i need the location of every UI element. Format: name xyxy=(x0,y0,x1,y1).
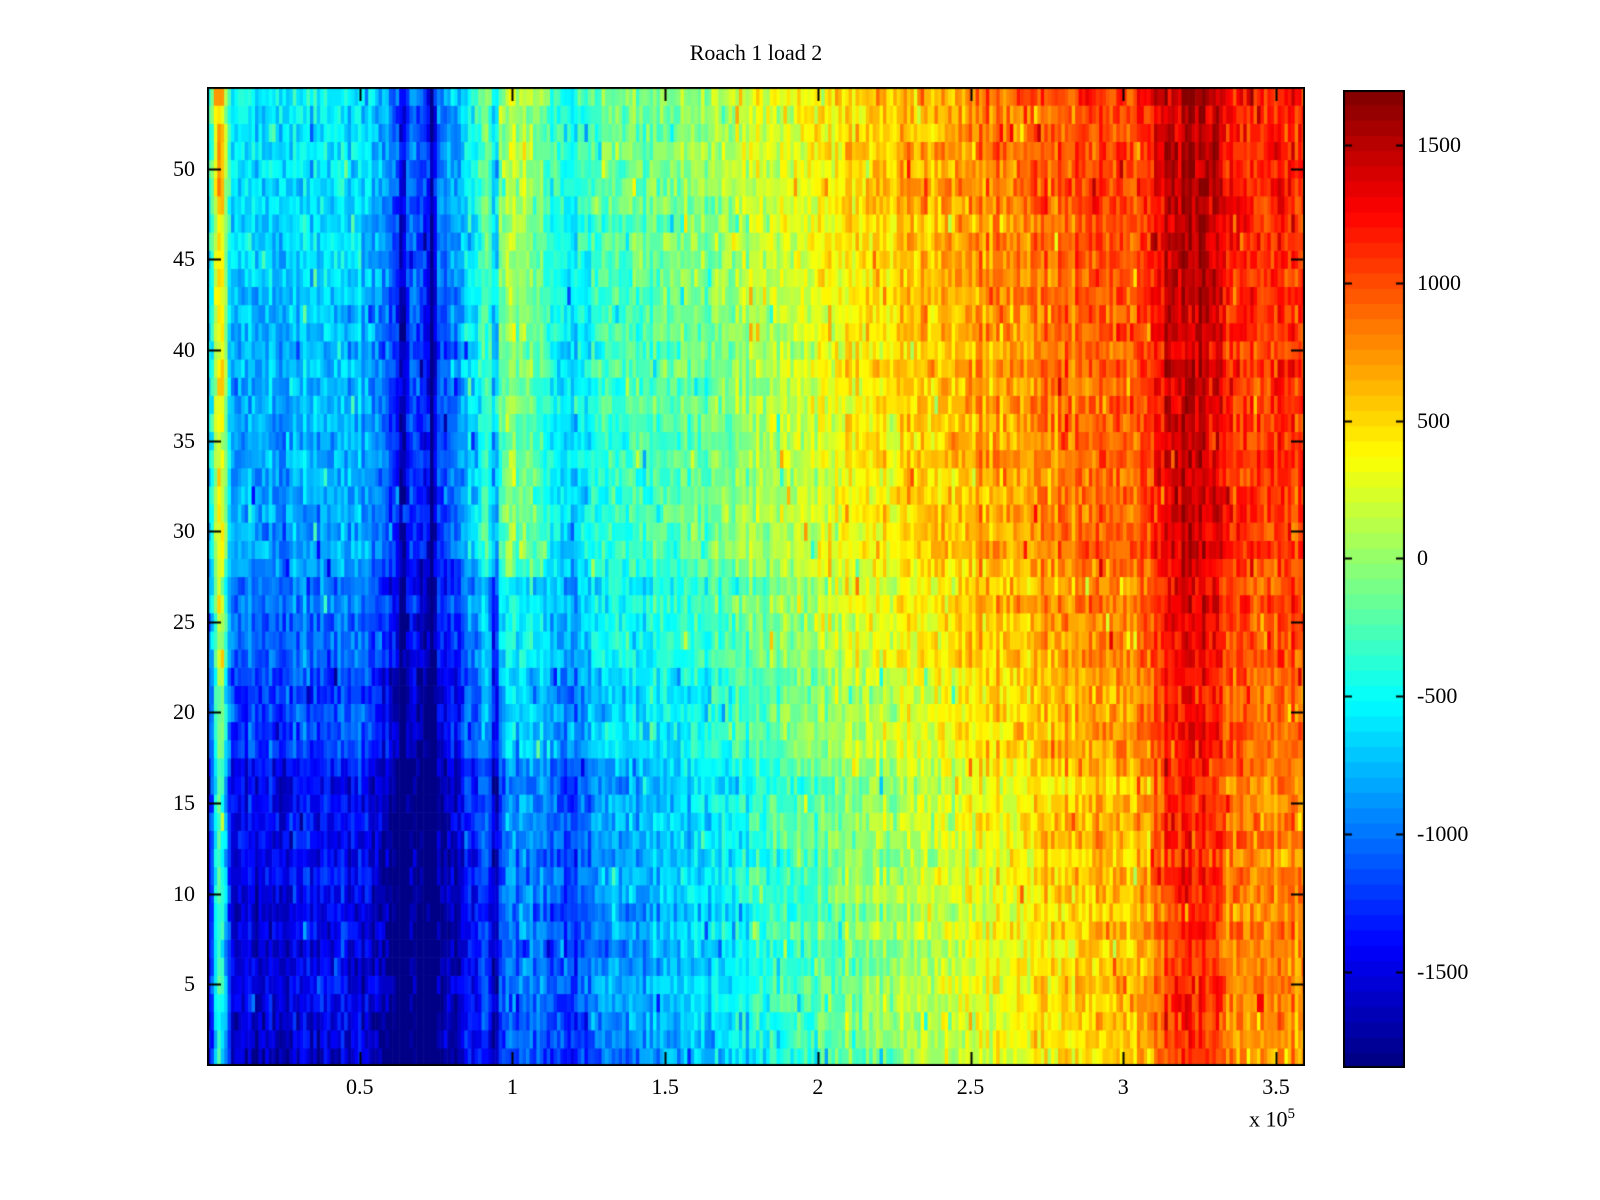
chart-title: Roach 1 load 2 xyxy=(689,40,823,65)
exponent-prefix: x 10 xyxy=(1249,1106,1288,1132)
y-tick-label: 25 xyxy=(173,608,195,634)
heatmap-canvas xyxy=(207,87,1305,1066)
colorbar xyxy=(1343,90,1405,1068)
y-tick-label: 50 xyxy=(173,155,195,181)
x-tick-label: 0.5 xyxy=(345,1074,374,1099)
colorbar-tick-label: -1000 xyxy=(1417,820,1469,846)
y-tick-label: 15 xyxy=(173,790,195,816)
y-tick-label: 35 xyxy=(173,427,195,453)
x-tick-label: 2 xyxy=(812,1074,824,1099)
colorbar-tick-label: -1500 xyxy=(1417,958,1469,984)
x-tick-label: 3 xyxy=(1117,1074,1129,1099)
x-tick-label: 3.5 xyxy=(1262,1074,1290,1099)
x-tick-label: 1 xyxy=(506,1074,518,1099)
colorbar-tick-label: 500 xyxy=(1417,407,1450,433)
x-tick-label: 2.5 xyxy=(956,1074,985,1099)
x-tick-label: 1.5 xyxy=(651,1074,679,1099)
y-tick-label: 5 xyxy=(184,971,195,997)
y-tick-label: 10 xyxy=(173,880,195,906)
colorbar-tick-label: 1000 xyxy=(1417,269,1461,295)
x-axis-exponent: x 105 xyxy=(1160,1106,1295,1132)
colorbar-tick-label: -500 xyxy=(1417,683,1458,709)
y-tick-label: 30 xyxy=(173,518,195,544)
plot-area xyxy=(207,87,1305,1066)
exponent-value: 5 xyxy=(1287,1106,1296,1122)
colorbar-tick-label: 1500 xyxy=(1417,132,1461,158)
y-tick-label: 40 xyxy=(173,336,195,362)
y-tick-label: 20 xyxy=(173,699,195,725)
colorbar-tick-label: 0 xyxy=(1417,545,1428,571)
colorbar-canvas xyxy=(1343,90,1405,1068)
y-tick-label: 45 xyxy=(173,246,195,272)
